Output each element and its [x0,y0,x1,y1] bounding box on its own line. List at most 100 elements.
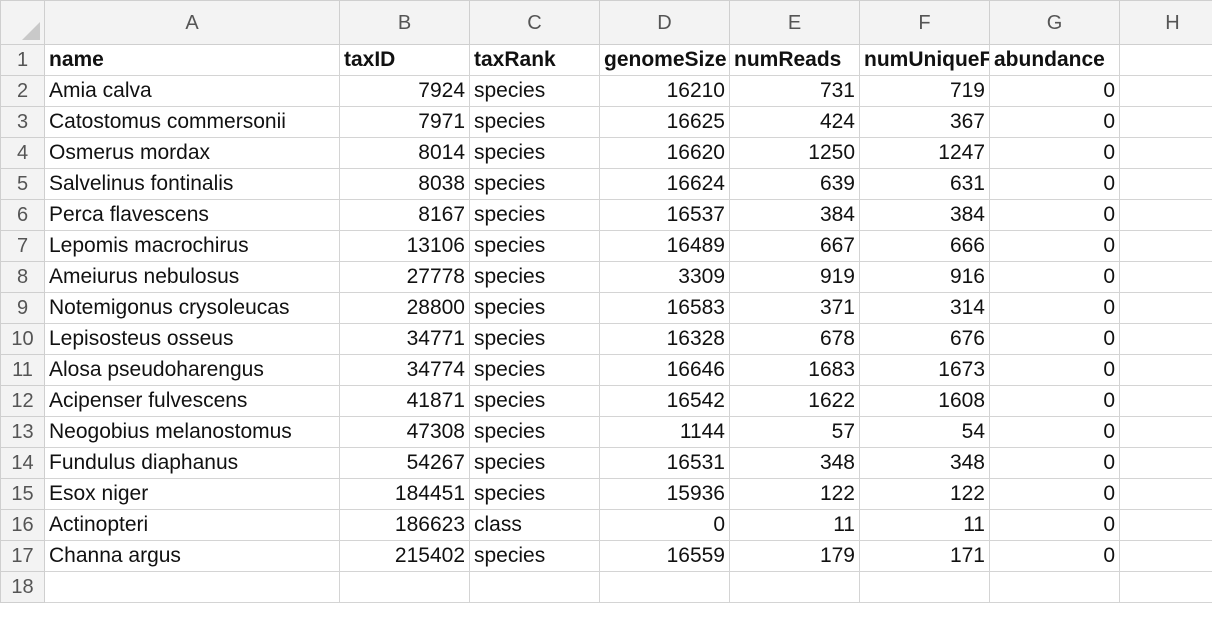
cell[interactable]: 631 [859,168,990,200]
cell[interactable]: 11 [859,509,990,541]
row-header[interactable]: 16 [0,509,45,541]
cell[interactable]: 916 [859,261,990,293]
cell[interactable]: 16537 [599,199,730,231]
cell[interactable]: name [44,44,340,76]
row-header[interactable]: 8 [0,261,45,293]
cell[interactable]: 8167 [339,199,470,231]
cell[interactable]: 8038 [339,168,470,200]
cell[interactable]: 0 [989,106,1120,138]
cell[interactable]: 16624 [599,168,730,200]
cell[interactable]: 54267 [339,447,470,479]
row-header[interactable]: 14 [0,447,45,479]
cell[interactable]: 678 [729,323,860,355]
cell[interactable]: Actinopteri [44,509,340,541]
cell[interactable]: 1144 [599,416,730,448]
cell[interactable] [1119,478,1212,510]
cell[interactable]: taxRank [469,44,600,76]
cell[interactable]: Lepomis macrochirus [44,230,340,262]
cell[interactable] [599,571,730,603]
cell[interactable]: 171 [859,540,990,572]
cell[interactable]: 0 [989,199,1120,231]
row-header[interactable]: 3 [0,106,45,138]
cell[interactable]: Neogobius melanostomus [44,416,340,448]
cell[interactable]: 57 [729,416,860,448]
cell[interactable]: 0 [989,292,1120,324]
cell[interactable]: 348 [859,447,990,479]
cell[interactable]: 0 [989,509,1120,541]
row-header[interactable]: 15 [0,478,45,510]
cell[interactable]: species [469,447,600,479]
row-header[interactable]: 6 [0,199,45,231]
cell[interactable]: 0 [989,478,1120,510]
cell[interactable] [1119,540,1212,572]
cell[interactable] [989,571,1120,603]
cell[interactable]: 0 [989,354,1120,386]
cell[interactable]: 367 [859,106,990,138]
row-header[interactable]: 5 [0,168,45,200]
cell[interactable]: 1247 [859,137,990,169]
cell[interactable]: 919 [729,261,860,293]
cell[interactable] [1119,385,1212,417]
row-header[interactable]: 11 [0,354,45,386]
cell[interactable]: 0 [989,540,1120,572]
cell[interactable]: species [469,199,600,231]
cell[interactable]: Ameiurus nebulosus [44,261,340,293]
cell[interactable]: species [469,478,600,510]
cell[interactable]: 47308 [339,416,470,448]
cell[interactable]: Perca flavescens [44,199,340,231]
cell[interactable]: 371 [729,292,860,324]
cell[interactable]: 16489 [599,230,730,262]
cell[interactable]: 27778 [339,261,470,293]
row-header[interactable]: 13 [0,416,45,448]
cell[interactable]: 667 [729,230,860,262]
cell[interactable]: 41871 [339,385,470,417]
cell[interactable]: 28800 [339,292,470,324]
cell[interactable] [1119,199,1212,231]
column-header-e[interactable]: E [729,0,860,45]
cell[interactable]: 314 [859,292,990,324]
cell[interactable]: 16210 [599,75,730,107]
cell[interactable]: 424 [729,106,860,138]
cell[interactable]: Amia calva [44,75,340,107]
cell[interactable]: species [469,292,600,324]
cell[interactable]: 0 [989,137,1120,169]
cell[interactable]: 122 [729,478,860,510]
cell[interactable]: 0 [989,168,1120,200]
row-header[interactable]: 7 [0,230,45,262]
cell[interactable]: numReads [729,44,860,76]
cell[interactable]: Acipenser fulvescens [44,385,340,417]
row-header[interactable]: 17 [0,540,45,572]
column-header-f[interactable]: F [859,0,990,45]
cell[interactable]: species [469,354,600,386]
cell[interactable] [339,571,470,603]
cell[interactable]: numUniqueF [859,44,990,76]
cell[interactable]: 1673 [859,354,990,386]
cell[interactable]: 666 [859,230,990,262]
column-header-c[interactable]: C [469,0,600,45]
cell[interactable]: Osmerus mordax [44,137,340,169]
cell[interactable]: species [469,385,600,417]
row-header[interactable]: 1 [0,44,45,76]
column-header-h[interactable]: H [1119,0,1212,45]
cell[interactable]: Lepisosteus osseus [44,323,340,355]
cell[interactable]: 122 [859,478,990,510]
cell[interactable] [1119,261,1212,293]
cell[interactable]: Channa argus [44,540,340,572]
cell[interactable]: 0 [989,323,1120,355]
cell[interactable]: species [469,416,600,448]
cell[interactable]: 54 [859,416,990,448]
cell[interactable]: 16583 [599,292,730,324]
cell[interactable] [1119,323,1212,355]
cell[interactable]: 16620 [599,137,730,169]
cell[interactable]: 384 [859,199,990,231]
cell[interactable]: 0 [989,416,1120,448]
cell[interactable]: 0 [599,509,730,541]
cell[interactable] [1119,230,1212,262]
cell[interactable] [1119,75,1212,107]
cell[interactable]: 731 [729,75,860,107]
cell[interactable]: 676 [859,323,990,355]
cell[interactable] [729,571,860,603]
cell[interactable]: Esox niger [44,478,340,510]
cell[interactable]: 1622 [729,385,860,417]
column-header-b[interactable]: B [339,0,470,45]
